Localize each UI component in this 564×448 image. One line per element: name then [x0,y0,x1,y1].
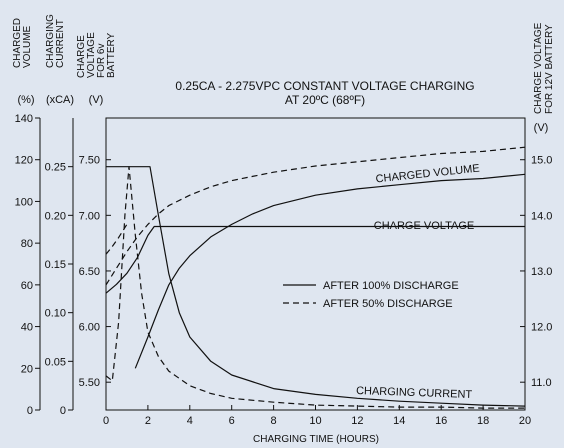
y-tick-label: 0.15 [45,259,66,271]
x-tick-label: 18 [477,415,489,427]
y-tick-label: 11.0 [531,377,552,389]
voltage-6v-axis-title: CHARGE VOLTAGE FOR 6v BATTERY [76,29,117,78]
x-tick-label: 14 [393,415,405,427]
x-axis-label: CHARGING TIME (HOURS) [253,434,379,445]
charging-current-annotation: CHARGING CURRENT [356,385,473,401]
x-tick-label: 2 [145,415,151,427]
y-tick-label: 140 [15,113,33,125]
x-tick-label: 8 [271,415,277,427]
voltage-6v-unit: (V) [89,94,104,106]
y-tick-label: 20 [21,363,33,375]
y-tick-label: 80 [21,238,33,250]
charging-current-100-line [106,166,526,407]
x-tick-label: 20 [519,415,531,427]
charge-voltage-6v-100-line [105,225,525,294]
y-tick-label: 0.10 [45,308,66,320]
chart-title: 0.25CA - 2.275VPC CONSTANT VOLTAGE CHARG… [175,79,474,93]
charging-current-unit: (xCA) [46,94,74,106]
y-tick-label: 12.0 [531,322,552,334]
x-tick-label: 4 [187,415,193,427]
legend-label-100: AFTER 100% DISCHARGE [323,280,459,292]
x-tick-label: 12 [351,415,363,427]
y-tick-label: 5.50 [79,377,100,389]
y-tick-label: 7.00 [79,210,100,222]
chart-subtitle: AT 20ºC (68ºF) [285,93,365,107]
charged-volume-100-line [134,173,526,369]
y-tick-label: 60 [21,280,33,292]
x-tick-label: 16 [435,415,447,427]
y-tick-label: 7.50 [79,155,100,167]
charging-current-axis-title: CHARGING CURRENT [45,11,66,68]
y-tick-label: 0 [27,405,33,417]
data-curves [105,146,526,409]
x-tick-label: 0 [103,415,109,427]
y-tick-label: 120 [15,155,33,167]
voltage-12v-unit: (V) [534,122,549,134]
y-tick-label: 13.0 [531,266,552,278]
legend-label-50: AFTER 50% DISCHARGE [323,298,453,310]
y-tick-label: 0.20 [45,210,66,222]
charging-current-50-line [105,166,525,409]
y-tick-label: 0 [60,405,66,417]
y-tick-label: 40 [21,322,33,334]
charged-volume-unit: (%) [17,94,34,106]
y-tick-label: 6.50 [79,266,100,278]
x-tick-label: 6 [229,415,235,427]
axis-ticks: 0 2 4 6 8 10 12 14 16 18 20 0 20 40 60 80 100 120 140 0 0.05… [15,113,553,427]
y-tick-label: 15.0 [531,155,552,167]
voltage-12v-axis-title: CHARGE VOLTAGE FOR 12V BATTERY [533,20,555,114]
charged-volume-axis-title: CHARGED VOLUME [12,15,33,68]
y-tick-label: 0.25 [45,162,66,174]
y-tick-label: 6.00 [79,322,100,334]
charge-voltage-6v-50-line [105,223,128,255]
y-tick-label: 0.05 [45,356,66,368]
y-tick-label: 100 [15,196,33,208]
x-tick-label: 10 [309,415,321,427]
y-tick-label: 14.0 [531,210,552,222]
